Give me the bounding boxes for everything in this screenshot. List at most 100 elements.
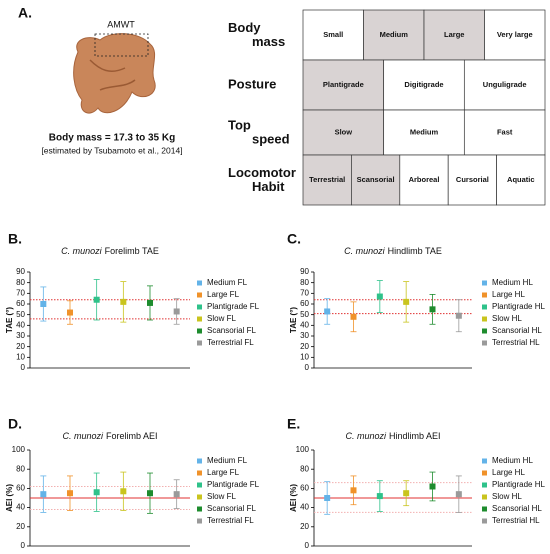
legend-swatch [197, 292, 202, 298]
legend-label: Slow HL [492, 492, 522, 501]
dashed-box [94, 33, 149, 57]
legend-swatch [482, 470, 487, 476]
table-cell [447, 154, 497, 206]
legend-label: Scansorial HL [492, 504, 542, 513]
y-tick-label: 40 [300, 503, 309, 512]
y-tick-label: 60 [16, 299, 25, 308]
y-tick-label: 90 [16, 267, 25, 276]
table-cell [484, 9, 546, 61]
y-axis-label: AEI (%) [5, 484, 14, 512]
y-tick-label: 80 [16, 464, 25, 473]
chart-title: C. munozi Hindlimb AEI [345, 431, 440, 441]
y-tick-label: 70 [16, 288, 25, 297]
legend-swatch [482, 328, 487, 334]
legend-swatch [197, 506, 202, 512]
chart-title: C. munozi Hindlimb TAE [344, 246, 442, 256]
y-tick-label: 0 [21, 363, 26, 372]
y-tick-label: 80 [16, 278, 25, 287]
point [120, 298, 127, 305]
legend-swatch [197, 494, 202, 500]
y-tick-label: 0 [305, 363, 310, 372]
title-text: Hindlimb TAE [388, 246, 442, 256]
legend-label: Medium FL [207, 278, 248, 287]
title-species: C. munozi [345, 431, 387, 441]
legend-label: Large HL [492, 468, 525, 477]
panel-label: D. [8, 416, 22, 432]
legend-label: Terrestrial HL [492, 516, 540, 525]
row-label-line: Habit [252, 179, 285, 194]
legend-label: Scansorial HL [492, 326, 542, 335]
legend-swatch [197, 328, 202, 334]
cell-label: Cursorial [456, 175, 489, 184]
table-cell [463, 59, 546, 111]
cell-label: Very large [497, 30, 533, 39]
y-tick-label: 30 [300, 331, 309, 340]
legend-swatch [197, 518, 202, 524]
table-cell [302, 59, 385, 111]
legend-label: Plantigrade HL [492, 302, 545, 311]
bone-image [73, 33, 156, 114]
point [173, 308, 180, 315]
table-cell [351, 154, 401, 206]
title-species: C. munozi [344, 246, 386, 256]
cell-label: Terrestrial [309, 175, 345, 184]
y-tick-label: 100 [12, 445, 26, 454]
y-axis-label: TAE (°) [289, 307, 298, 333]
row-label: Locomotor Habit [228, 165, 296, 194]
cell-label: Aquatic [507, 175, 535, 184]
row-label: Topspeed [228, 118, 290, 147]
row-label: Posture [228, 76, 276, 91]
y-tick-label: 100 [296, 445, 310, 454]
y-tick-label: 40 [300, 320, 309, 329]
table-cell [496, 154, 546, 206]
legend-swatch [197, 458, 202, 464]
y-tick-label: 20 [16, 522, 25, 531]
point [455, 491, 462, 498]
row-label-line: speed [252, 132, 290, 147]
legend-swatch [482, 494, 487, 500]
chart-title: C. munozi Forelimb AEI [62, 431, 157, 441]
cell-label: Medium [410, 127, 439, 136]
point [324, 495, 331, 501]
legend-swatch [482, 292, 487, 298]
legend-label: Slow HL [492, 314, 522, 323]
legend-label: Slow FL [207, 492, 236, 501]
point [429, 306, 436, 313]
legend-label: Scansorial FL [207, 326, 256, 335]
y-tick-label: 60 [300, 484, 309, 493]
legend-label: Large FL [207, 468, 240, 477]
y-tick-label: 50 [300, 310, 309, 319]
legend-swatch [482, 506, 487, 512]
y-tick-label: 20 [300, 522, 309, 531]
row-label-line: Body [228, 20, 261, 35]
row-label: Body mass [228, 20, 285, 49]
point [67, 309, 73, 316]
citation: [estimated by Tsubamoto et al., 2014] [41, 145, 182, 155]
point [376, 493, 383, 500]
point [403, 298, 410, 305]
legend-swatch [197, 304, 202, 310]
point [376, 293, 383, 300]
image-label: AMWT [107, 19, 135, 29]
legend-swatch [197, 280, 202, 286]
point [350, 313, 357, 320]
legend-label: Medium HL [492, 456, 533, 465]
y-tick-label: 80 [300, 464, 309, 473]
chart-title: C. munozi Forelimb TAE [61, 246, 159, 256]
legend-label: Plantigrade HL [492, 480, 545, 489]
legend-swatch [197, 482, 202, 488]
y-tick-label: 60 [16, 484, 25, 493]
table-cell [383, 59, 465, 111]
row-label-line: Locomotor [228, 165, 296, 180]
y-tick-label: 80 [300, 278, 309, 287]
point [120, 488, 127, 495]
legend-label: Scansorial FL [207, 504, 256, 513]
legend-label: Terrestrial FL [207, 516, 254, 525]
point [147, 490, 153, 497]
legend-swatch [197, 340, 202, 346]
table-cell [302, 9, 364, 61]
legend-swatch [482, 304, 487, 310]
cell-label: Slow [335, 127, 353, 136]
table-cell [399, 154, 449, 206]
